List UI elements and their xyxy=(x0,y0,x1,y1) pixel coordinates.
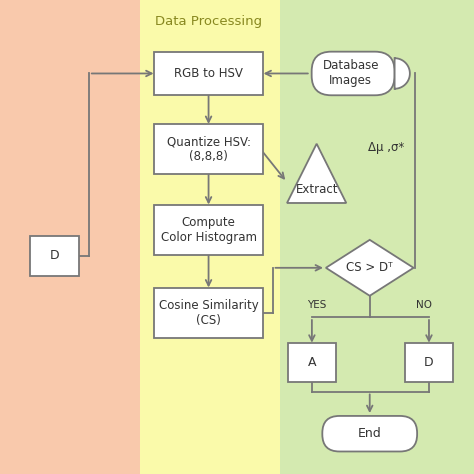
Polygon shape xyxy=(287,144,346,203)
FancyBboxPatch shape xyxy=(154,205,263,255)
Text: End: End xyxy=(358,427,382,440)
Bar xyxy=(0,0,140,474)
FancyBboxPatch shape xyxy=(288,343,336,382)
FancyBboxPatch shape xyxy=(30,236,79,276)
Text: CS > Dᵀ: CS > Dᵀ xyxy=(346,261,393,274)
FancyBboxPatch shape xyxy=(405,343,453,382)
Text: A: A xyxy=(308,356,316,369)
Text: Cosine Similarity
(CS): Cosine Similarity (CS) xyxy=(159,299,258,327)
FancyBboxPatch shape xyxy=(154,52,263,95)
FancyBboxPatch shape xyxy=(311,52,394,95)
Text: NO: NO xyxy=(416,300,432,310)
FancyBboxPatch shape xyxy=(154,124,263,174)
Text: RGB to HSV: RGB to HSV xyxy=(174,67,243,80)
Text: Δμ ,σ*: Δμ ,σ* xyxy=(368,141,404,155)
Text: Data Processing: Data Processing xyxy=(155,15,262,28)
Text: Extract: Extract xyxy=(295,183,338,196)
Bar xyxy=(140,0,280,474)
Text: Compute
Color Histogram: Compute Color Histogram xyxy=(161,216,256,244)
FancyBboxPatch shape xyxy=(322,416,417,451)
FancyBboxPatch shape xyxy=(154,288,263,337)
Text: Quantize HSV:
(8,8,8): Quantize HSV: (8,8,8) xyxy=(166,135,251,164)
Text: Database
Images: Database Images xyxy=(323,59,379,88)
Bar xyxy=(280,0,474,474)
Text: D: D xyxy=(424,356,434,369)
Text: YES: YES xyxy=(307,300,326,310)
Text: D: D xyxy=(50,249,59,263)
Polygon shape xyxy=(394,58,410,89)
Polygon shape xyxy=(326,240,413,296)
